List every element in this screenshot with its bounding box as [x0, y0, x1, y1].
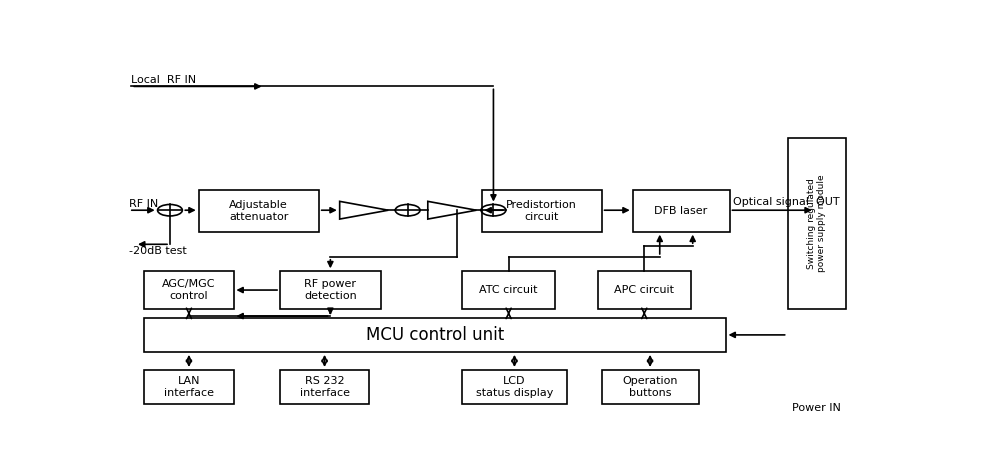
Text: RF power
detection: RF power detection [304, 279, 357, 301]
Text: Operation
buttons: Operation buttons [622, 376, 678, 398]
FancyBboxPatch shape [482, 191, 602, 232]
Text: Power IN: Power IN [792, 403, 841, 413]
FancyBboxPatch shape [280, 271, 381, 309]
Text: APC circuit: APC circuit [614, 285, 674, 295]
FancyBboxPatch shape [633, 191, 730, 232]
FancyBboxPatch shape [144, 318, 726, 352]
Text: DFB laser: DFB laser [654, 206, 708, 216]
FancyBboxPatch shape [144, 271, 234, 309]
Text: -20dB test: -20dB test [129, 246, 187, 256]
Text: RS 232
interface: RS 232 interface [300, 376, 350, 398]
FancyBboxPatch shape [280, 370, 369, 404]
Text: LAN
interface: LAN interface [164, 376, 214, 398]
FancyBboxPatch shape [462, 271, 555, 309]
Text: LCD
status display: LCD status display [476, 376, 553, 398]
Text: Optical signal  OUT: Optical signal OUT [733, 197, 840, 207]
FancyBboxPatch shape [462, 370, 567, 404]
Text: RF IN: RF IN [129, 199, 158, 209]
Text: Adjustable
attenuator: Adjustable attenuator [229, 200, 288, 222]
Text: ATC circuit: ATC circuit [479, 285, 538, 295]
Text: Local  RF IN: Local RF IN [131, 75, 196, 85]
Text: Predistortion
circuit: Predistortion circuit [506, 200, 577, 222]
FancyBboxPatch shape [598, 271, 691, 309]
Text: AGC/MGC
control: AGC/MGC control [162, 279, 216, 301]
FancyBboxPatch shape [144, 370, 234, 404]
FancyBboxPatch shape [602, 370, 698, 404]
FancyBboxPatch shape [199, 191, 319, 232]
Text: Switching regulated
power supply module: Switching regulated power supply module [807, 175, 826, 273]
Text: MCU control unit: MCU control unit [366, 326, 504, 344]
FancyBboxPatch shape [788, 138, 846, 309]
